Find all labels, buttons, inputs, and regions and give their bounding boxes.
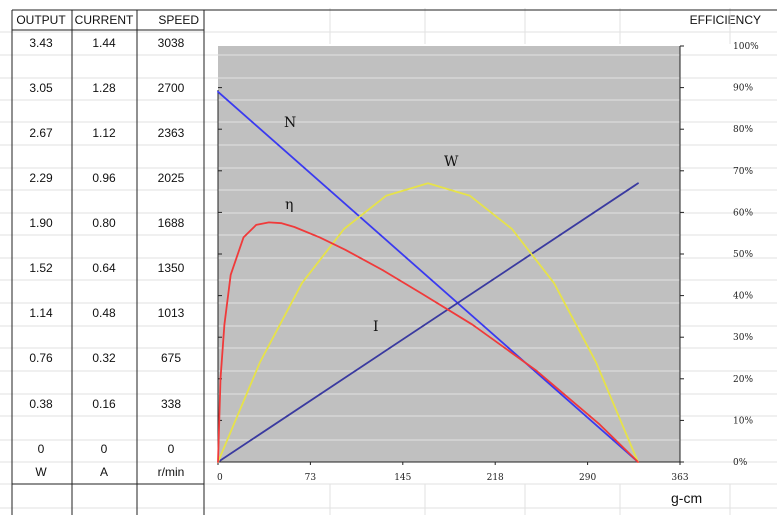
- y-right-tick-label: 40%: [733, 292, 753, 302]
- table-cell: 1.14: [29, 306, 53, 320]
- table-cell: 675: [161, 351, 181, 365]
- plot-area: [218, 46, 680, 462]
- table-cell: 0.16: [92, 397, 116, 411]
- table-cell: 0.96: [92, 171, 116, 185]
- series-line-I: [217, 182, 639, 463]
- table-unit: A: [100, 465, 108, 479]
- table-cell: 2363: [158, 126, 185, 140]
- table-cell: 2.29: [29, 171, 53, 185]
- header-output: OUTPUT: [16, 13, 66, 27]
- table-unit: r/min: [158, 465, 185, 479]
- table-cell: 2025: [158, 171, 185, 185]
- table-cell: 1688: [158, 216, 185, 230]
- table-cell: 0.76: [29, 351, 53, 365]
- y-right-tick-label: 70%: [733, 167, 753, 177]
- table-cell: 2700: [158, 81, 185, 95]
- table-cell: 3038: [158, 36, 185, 50]
- curve-label-I: I: [373, 319, 379, 335]
- y-right-tick-label: 30%: [733, 333, 753, 343]
- table-cell: 1.52: [29, 261, 53, 275]
- curve-label-eta: η: [285, 197, 293, 213]
- table-cell: 0.32: [92, 351, 116, 365]
- x-tick-label: 73: [305, 473, 317, 483]
- header-speed: SPEED: [158, 13, 199, 27]
- table-cell: 1.44: [92, 36, 116, 50]
- y-right-tick-label: 60%: [733, 208, 753, 218]
- series-line-eta: [217, 221, 639, 463]
- y-right-tick-label: 10%: [733, 416, 753, 426]
- x-tick-label: 290: [579, 473, 596, 483]
- table-cell: 1350: [158, 261, 185, 275]
- x-tick-label: 145: [394, 473, 411, 483]
- y-right-tick-label: 50%: [733, 250, 753, 260]
- curve-label-W: W: [444, 154, 459, 170]
- curve-label-N: N: [284, 115, 296, 131]
- table-cell: 1.90: [29, 216, 53, 230]
- table-cell: 0: [38, 442, 45, 456]
- table-cell: 0.38: [29, 397, 53, 411]
- table-cell: 3.43: [29, 36, 53, 50]
- table-cell: 2.67: [29, 126, 53, 140]
- table-cell: 0.48: [92, 306, 116, 320]
- header-current: CURRENT: [75, 13, 134, 27]
- x-tick-label: 0: [217, 473, 223, 483]
- table-cell: 1.28: [92, 81, 116, 95]
- table-cell: 0.64: [92, 261, 116, 275]
- y-right-tick-label: 0%: [733, 458, 748, 468]
- series-line-W: [217, 182, 639, 463]
- table-cell: 0.80: [92, 216, 116, 230]
- table-cell: 0: [168, 442, 175, 456]
- table-cell: 3.05: [29, 81, 53, 95]
- x-tick-label: 363: [671, 473, 688, 483]
- y-right-tick-label: 80%: [733, 125, 753, 135]
- x-tick-label: 218: [487, 473, 504, 483]
- x-axis-label: g-cm: [671, 490, 702, 506]
- table-cell: 338: [161, 397, 181, 411]
- table-cell: 0: [101, 442, 108, 456]
- table-cell: 1.12: [92, 126, 116, 140]
- y-right-tick-label: 90%: [733, 84, 753, 94]
- table-cell: 1013: [158, 306, 185, 320]
- header-efficiency: EFFICIENCY: [690, 13, 761, 27]
- series-line-N: [217, 90, 639, 463]
- y-right-tick-label: 20%: [733, 375, 753, 385]
- table-unit: W: [35, 465, 47, 479]
- y-right-tick-label: 100%: [733, 42, 759, 52]
